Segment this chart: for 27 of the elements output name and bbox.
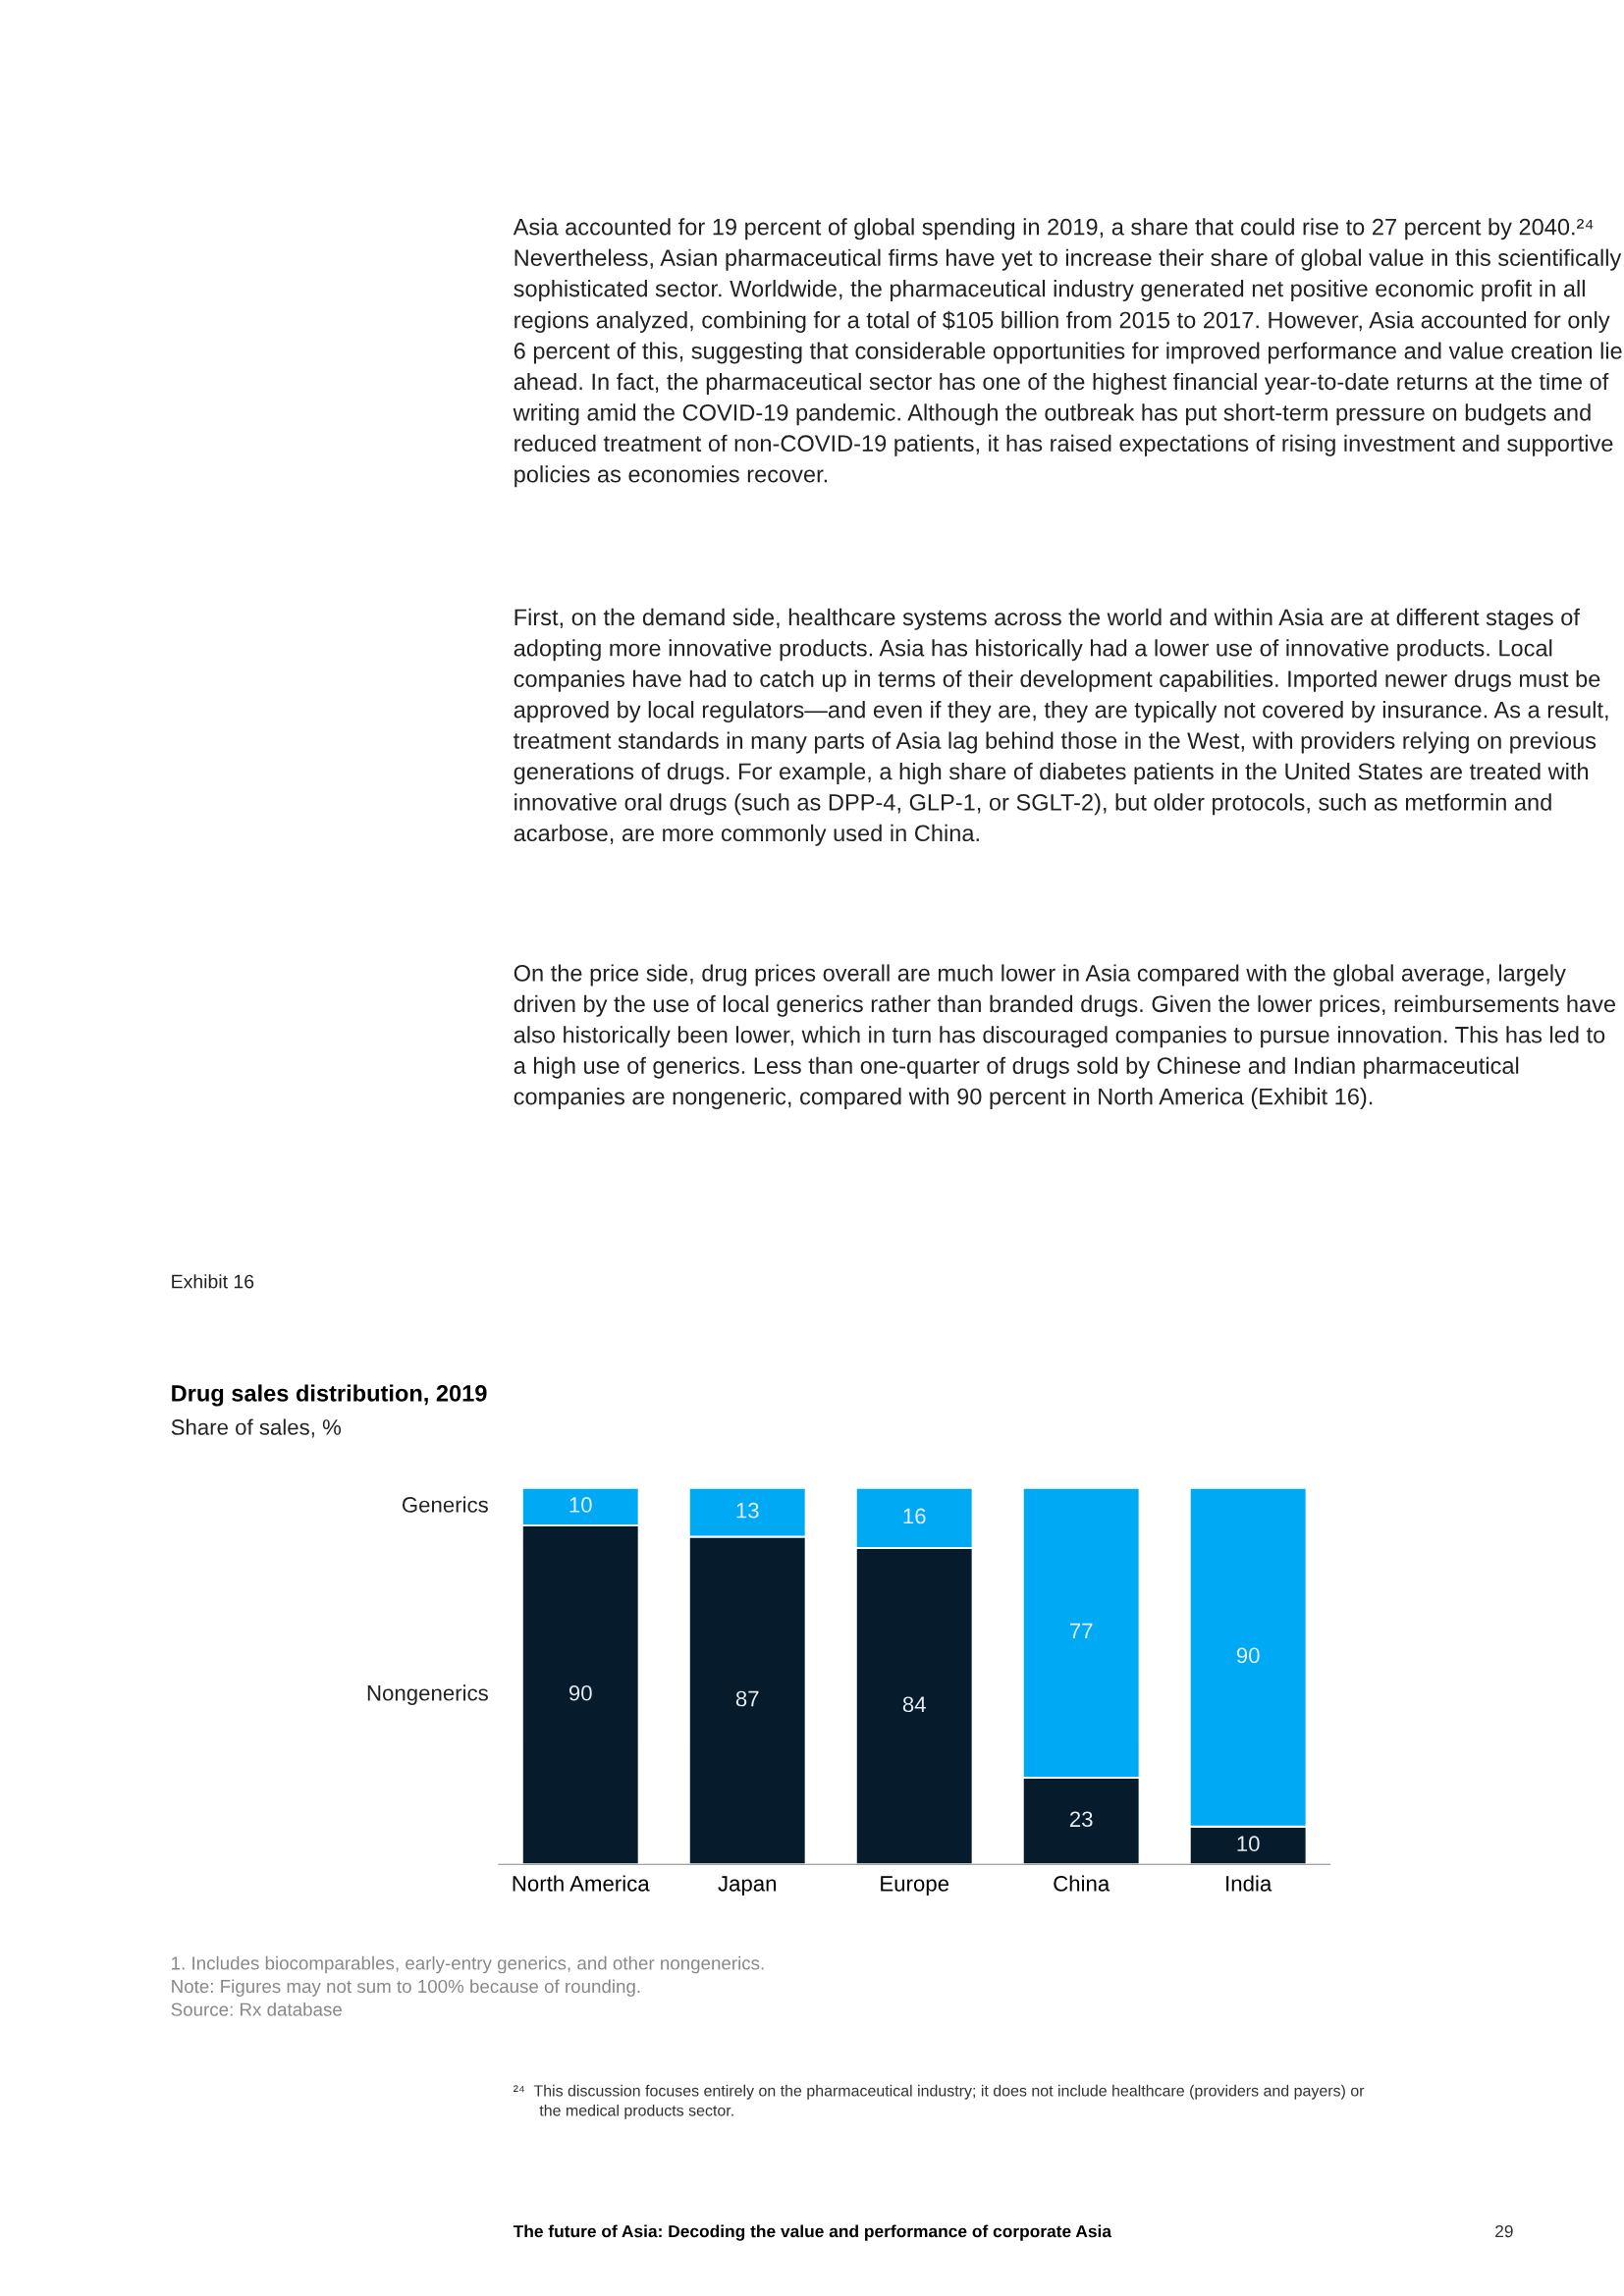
data-label: 23 — [1069, 1811, 1093, 1828]
text: Asia accounted for 19 percent of global spending in 2019, a share that could rise to 27 percent by 2040.²⁴ Nevertheless, Asian pharmaceutical firms have yet to increase their share of global value in this scientifically sophisticated sector. Worldwide, the pharmaceutical industry generated net positive economic profit in all regions analyzed, combining for a total of $105 billion from 2015 to 2017. However, Asia accounted for only 6 percent of this, suggesting that considerable opportunities for improved performance and value creation lie ahead. In fact, the pharmaceutical sector has one of the highest financial year-to-date returns at the time of writing amid the COVID-19 pandemic. Although the outbreak has put short-term pressure on budgets and reduced treatment of non-COVID-19 patients, it has raised expectations of rising investment and supportive policies as economies recover. — [513, 218, 1622, 488]
text: Exhibit 16 — [172, 1274, 254, 1289]
data-label: 84 — [902, 1696, 926, 1713]
data-label: 13 — [736, 1502, 759, 1519]
text: 29 — [1495, 2224, 1513, 2238]
chart-title: Drug sales distribution, 2019 — [172, 1384, 487, 1407]
text: On the price side, drug prices overall are much lower in Asia compared with the global average, largely driven by the use of local generics rather than branded drugs. Given the lower prices, reimbursements have also historically been lower, which in turn has discouraged companies to pursue innovation. This has led to a high use of generics. Less than one-quarter of drugs sold by Chinese and Indian pharmaceutical companies are nongeneric, compared with 90 percent in North America (Exhibit 16). — [514, 964, 1616, 1110]
x-tick-label: North America — [513, 1875, 650, 1892]
data-label: 77 — [1069, 1623, 1093, 1639]
data-label: 90 — [1236, 1647, 1260, 1664]
data-label: 10 — [569, 1497, 592, 1513]
x-tick-label: Japan — [718, 1876, 777, 1896]
data-label: 87 — [735, 1690, 759, 1707]
data-label: 16 — [903, 1508, 926, 1524]
x-tick-label: India — [1226, 1875, 1272, 1892]
x-tick-label: China — [1054, 1875, 1110, 1892]
series-label: Generics — [402, 1496, 488, 1513]
data-label: 10 — [1237, 1836, 1260, 1852]
text: First, on the demand side, healthcare systems across the world and within Asia are at different stages of adopting more innovative products. Asia has historically had a lower use of innovative products. Local companies have had to catch up in terms of their development capabilities. Imported newer drugs must be approved by local regulators—and even if they are, they are typically not covered by insurance. As a result, treatment standards in many parts of Asia lag behind those in the West, with providers relying on previous generations of drugs. For example, a high share of diabetes patients in the United States are treated with innovative oral drugs (such as DPP-4, GLP-1, or SGLT-2), but older protocols, such as metformin and acarbose, are more commonly used in China. — [514, 608, 1608, 846]
text: Share of sales, % — [171, 1418, 342, 1438]
text: ²⁴ This discussion focuses entirely on the pharmaceutical industry; it does not include healthcare (providers and payers) or the medical products sector. — [513, 2084, 1365, 2119]
x-tick-label: Europe — [881, 1876, 949, 1896]
text: 1. Includes biocomparables, early-entry generics, and other nongenerics. Note: Figures may not sum to 100% because of rounding. Source: Rx database — [171, 1955, 764, 2016]
text: The future of Asia: Decoding the value and performance of corporate Asia — [513, 2224, 1112, 2241]
data-label: 90 — [568, 1684, 592, 1701]
series-label: Nongenerics — [367, 1684, 488, 1706]
